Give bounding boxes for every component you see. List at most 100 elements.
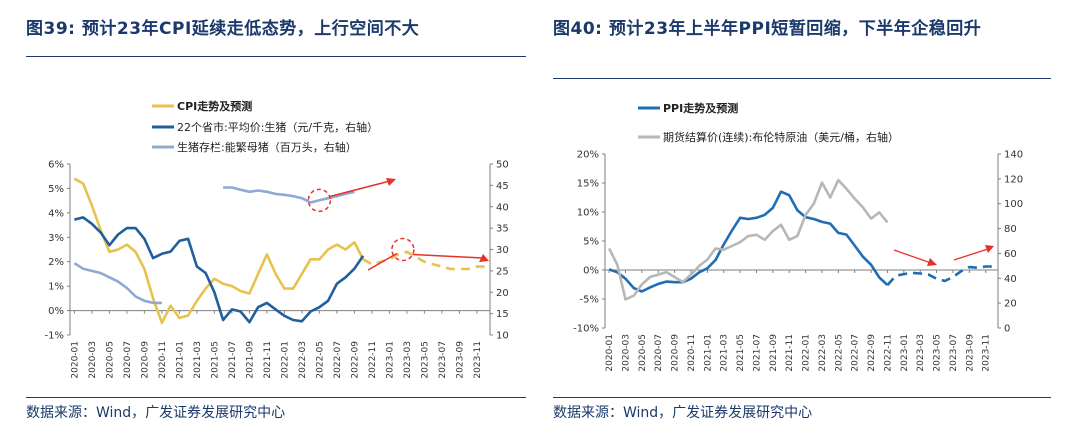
left-y-left-tick-label: 1% (48, 282, 64, 293)
left-chart-title: 图39: 预计23年CPI延续走低态势，上行空间不大 (26, 14, 419, 45)
left-y-right-tick-label: 40 (496, 202, 509, 213)
right-annotation-arrow-up (953, 248, 989, 261)
right-x-tick-label: 2022-07 (851, 334, 861, 372)
left-x-tick-label: 2020-11 (158, 341, 168, 379)
left-y-left-tick-label: -1% (45, 331, 64, 342)
left-y-right-tick-label: 25 (496, 266, 509, 277)
right-figure-label: 图40: (553, 19, 603, 39)
left-x-tick-label: 2022-05 (315, 341, 325, 379)
left-x-tick-label: 2022-07 (333, 341, 343, 379)
right-x-tick-label: 2022-09 (867, 334, 877, 372)
left-x-tick-label: 2020-05 (105, 341, 115, 379)
right-y-right-tick-label: 140 (1004, 150, 1023, 161)
left-y-left-tick-label: 4% (48, 208, 64, 219)
right-x-tick-label: 2021-01 (703, 334, 713, 372)
left-y-right-tick-label: 10 (496, 331, 509, 342)
left-y-right-tick-label: 30 (496, 245, 509, 256)
left-figure-label: 图39: (26, 19, 76, 39)
left-x-tick-label: 2021-11 (263, 341, 273, 379)
left-x-tick-label: 2023-01 (385, 341, 395, 379)
left-annotation-arrowhead-sows (386, 178, 396, 186)
left-y-right-tick-label: 50 (496, 160, 509, 171)
left-x-tick-label: 2022-03 (298, 341, 308, 379)
right-y-right-tick-label: 40 (1004, 274, 1017, 285)
right-x-tick-label: 2020-07 (654, 334, 664, 372)
right-annotation-arrowhead-down (927, 258, 937, 266)
left-annotation-arrowhead-cpi (479, 254, 489, 262)
left-legend-label: CPI走势及预测 (177, 99, 252, 113)
left-annotation-arrow-cpi-up (367, 252, 398, 271)
right-annotation-arrow-down (893, 249, 932, 264)
left-chart-panel: 图39: 预计23年CPI延续走低态势，上行空间不大 -1% 0% 1% 2% 3% 4%… (0, 0, 530, 438)
left-y-left-tick-label: 5% (48, 184, 64, 195)
right-y-left-tick-label: 10% (577, 208, 599, 219)
left-x-tick-label: 2023-03 (403, 341, 413, 379)
right-x-tick-label: 2021-05 (736, 334, 746, 372)
right-x-tick-label: 2021-11 (785, 334, 795, 372)
right-y-left-tick-label: 20% (577, 150, 599, 161)
right-title-rule (553, 78, 1051, 79)
left-y-left-tick-label: 6% (48, 160, 64, 171)
right-x-tick-label: 2021-03 (720, 334, 730, 372)
left-x-tick-label: 2021-09 (245, 341, 255, 379)
right-title-text: 预计23年上半年PPI短暂回缩，下半年企稳回升 (608, 19, 982, 39)
right-footer-rule (553, 397, 1051, 398)
right-y-right-tick-label: 20 (1004, 299, 1017, 310)
right-chart-panel: 图40: 预计23年上半年PPI短暂回缩，下半年企稳回升 -10% -5% 0% 5%… (551, 0, 1080, 438)
left-x-tick-label: 2021-07 (228, 341, 238, 379)
left-chart-plot: -1% 0% 1% 2% 3% 4% 5% 6% 10 15 20 25 30 35 40 45 50 2020-… (45, 99, 509, 379)
left-series-3-line (73, 262, 162, 305)
left-y-left-tick-label: 3% (48, 233, 64, 244)
right-x-tick-label: 2023-11 (982, 334, 992, 372)
left-series-0-line (73, 177, 365, 325)
right-series-0-line (608, 190, 889, 293)
right-chart-plot: -10% -5% 0% 5% 10% 15% 20% 0 20 40 60 80 100 120 140 20… (573, 101, 1023, 372)
right-series-1-line (886, 265, 994, 286)
right-chart-title: 图40: 预计23年上半年PPI短暂回缩，下半年企稳回升 (553, 14, 1033, 45)
left-x-tick-label: 2020-01 (70, 341, 80, 379)
right-x-tick-label: 2023-07 (949, 334, 959, 372)
left-x-tick-label: 2020-03 (88, 341, 98, 379)
right-x-tick-label: 2020-09 (671, 334, 681, 372)
right-x-tick-label: 2022-01 (802, 334, 812, 372)
left-y-right-tick-label: 35 (496, 224, 509, 235)
right-x-tick-label: 2023-01 (900, 334, 910, 372)
right-legend-label: 期货结算价(连续):布伦特原油（美元/桶，右轴） (663, 130, 899, 144)
right-y-left-tick-label: 0% (583, 266, 599, 277)
left-annotation-arrow-sows (330, 180, 391, 198)
left-x-tick-label: 2022-11 (368, 341, 378, 379)
right-x-tick-label: 2023-09 (965, 334, 975, 372)
left-x-tick-label: 2023-07 (438, 341, 448, 379)
right-y-right-tick-label: 80 (1004, 224, 1017, 235)
right-y-right-tick-label: 0 (1004, 324, 1010, 335)
left-annotation-circle-sows (307, 188, 332, 213)
left-title-rule (26, 56, 526, 57)
left-series-3-line (223, 186, 355, 204)
left-x-tick-label: 2021-03 (193, 341, 203, 379)
right-y-right-tick-label: 60 (1004, 249, 1017, 260)
right-x-tick-label: 2020-03 (621, 334, 631, 372)
right-y-left-tick-label: -10% (573, 324, 599, 335)
right-x-tick-label: 2020-11 (687, 334, 697, 372)
left-x-tick-label: 2020-07 (123, 341, 133, 379)
right-legend-label: PPI走势及预测 (663, 101, 738, 115)
left-y-right-tick-label: 15 (496, 309, 509, 320)
right-x-tick-label: 2023-03 (916, 334, 926, 372)
right-x-tick-label: 2021-07 (752, 334, 762, 372)
right-y-right-tick-label: 120 (1004, 174, 1023, 185)
right-x-tick-label: 2020-05 (638, 334, 648, 372)
right-x-tick-label: 2021-09 (769, 334, 779, 372)
left-x-tick-label: 2023-05 (420, 341, 430, 379)
left-x-tick-label: 2023-11 (473, 341, 483, 379)
left-title-text: 预计23年CPI延续走低态势，上行空间不大 (81, 19, 420, 39)
right-x-tick-label: 2020-01 (605, 334, 615, 372)
left-footer-rule (26, 397, 526, 398)
left-y-right-tick-label: 45 (496, 181, 509, 192)
right-y-left-tick-label: 5% (583, 237, 599, 248)
right-y-left-tick-label: -5% (580, 295, 599, 306)
right-source-note: 数据来源：Wind，广发证券发展研究中心 (553, 405, 813, 421)
left-legend-label: 22个省市:平均价:生猪（元/千克，右轴） (177, 120, 378, 134)
right-y-left-tick-label: 15% (577, 179, 599, 190)
right-x-tick-label: 2022-03 (818, 334, 828, 372)
left-annotation-circle-cpi (391, 237, 415, 262)
